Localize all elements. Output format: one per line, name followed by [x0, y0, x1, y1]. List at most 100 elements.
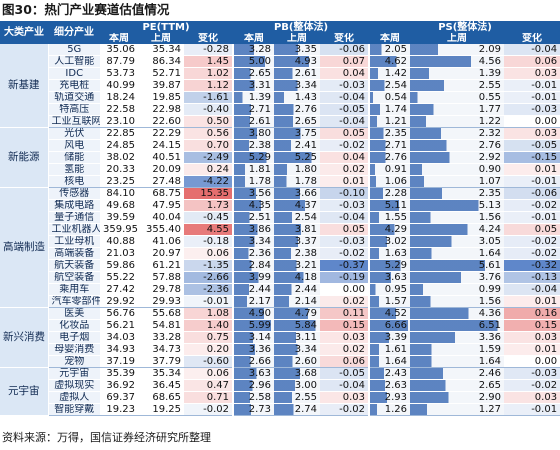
table-row: 虚拟现实 36.92 36.45 0.47 2.96 3.00 -0.04 2.63 2.65-… — [0, 379, 560, 392]
figure-title: 图30：热门产业赛道估值情况 — [2, 2, 170, 17]
ps-last-week-cell: 6.51 — [410, 319, 505, 332]
ps-change-cell: 0.15 — [504, 319, 560, 332]
table-row: 航天装备 59.86 61.21 -1.35 2.84 3.21 -0.37 5.29 5.61… — [0, 259, 560, 272]
ps-change-cell: -0.03 — [504, 103, 560, 116]
pe-this-week-cell: 40.99 — [100, 79, 138, 92]
pb-this-week-cell: 2.61 — [234, 115, 275, 128]
ps-change-cell: -0.01 — [504, 175, 560, 188]
table-row: 轨道交通 18.24 19.85 -1.61 1.39 1.43 -0.04 0.54 0.55… — [0, 91, 560, 104]
pe-this-week-cell: 18.24 — [100, 91, 138, 104]
pb-last-week-cell: 2.41 — [274, 139, 321, 152]
pb-this-week-cell: 4.90 — [234, 307, 275, 320]
column-gap — [232, 139, 235, 152]
ps-last-week-cell: 1.64 — [410, 247, 505, 260]
pb-this-week-cell: 2.38 — [234, 139, 275, 152]
pb-last-week-cell: 5.25 — [274, 151, 321, 164]
pe-this-week-cell: 56.76 — [100, 307, 138, 320]
ps-change-cell: 0.05 — [504, 223, 560, 236]
ps-change-cell: -0.15 — [504, 151, 560, 164]
column-gap — [368, 139, 371, 152]
pe-change-cell: 0.50 — [184, 115, 233, 128]
pe-change-cell: 0.70 — [184, 139, 233, 152]
ps-change-cell: -0.06 — [504, 187, 560, 200]
pe-last-week-cell: 34.73 — [138, 343, 184, 356]
pe-change-cell: 4.55 — [184, 223, 233, 236]
pe-last-week-cell: 29.93 — [138, 295, 184, 308]
pe-change-cell: 0.24 — [184, 163, 233, 176]
ps-this-week-cell: 1.63 — [370, 247, 411, 260]
column-gap — [368, 319, 371, 332]
pe-change-cell: 0.06 — [184, 247, 233, 260]
column-gap — [368, 367, 371, 380]
pb-last-week-cell: 3.68 — [274, 367, 321, 380]
pe-last-week-cell: 29.78 — [138, 283, 184, 296]
category-cell: 新兴消费 — [0, 307, 49, 368]
ps-last-week-cell: 4.24 — [410, 223, 505, 236]
ps-change-cell: 0.03 — [504, 391, 560, 404]
ps-this-week-cell: 2.93 — [370, 391, 411, 404]
column-gap — [368, 259, 371, 272]
column-gap — [232, 379, 235, 392]
pe-last-week-cell: 39.87 — [138, 79, 184, 92]
column-gap — [232, 103, 235, 116]
pe-change-cell: 0.47 — [184, 379, 233, 392]
pe-last-week-cell: 20.09 — [138, 163, 184, 176]
ps-this-week-cell: 4.62 — [370, 55, 411, 68]
pb-change-cell: -0.19 — [320, 271, 369, 284]
pe-last-week-cell: 36.45 — [138, 379, 184, 392]
column-gap — [232, 403, 235, 416]
subcategory-cell: 工业母机 — [48, 235, 100, 248]
column-gap — [232, 175, 235, 188]
ps-this-week-cell: 1.55 — [370, 211, 411, 224]
pe-last-week-cell: 19.85 — [138, 91, 184, 104]
ps-change-cell: -0.02 — [504, 199, 560, 212]
ps-this-week-cell: 0.91 — [370, 163, 411, 176]
pe-this-week-cell: 29.92 — [100, 295, 138, 308]
ps-last-week-cell: 1.27 — [410, 403, 505, 416]
header-pb-change: 变化 — [320, 33, 369, 44]
pb-this-week-cell: 2.73 — [234, 403, 275, 416]
header-gap — [368, 33, 371, 44]
column-gap — [368, 187, 371, 200]
pe-this-week-cell: 36.92 — [100, 379, 138, 392]
table-row: 高端制造 传感器 84.10 68.75 15.35 3.56 3.66 -0.10 2.28 2… — [0, 187, 560, 308]
column-gap — [232, 295, 235, 308]
ps-last-week-cell: 1.07 — [410, 175, 505, 188]
ps-this-week-cell: 1.21 — [370, 115, 411, 128]
table-row: IDC 53.73 52.71 1.02 2.65 2.61 0.04 1.42 1.39 0.0… — [0, 67, 560, 80]
pb-this-week-cell: 1.39 — [234, 91, 275, 104]
pb-this-week-cell: 2.84 — [234, 259, 275, 272]
pb-last-week-cell: 2.61 — [274, 67, 321, 80]
pb-last-week-cell: 3.37 — [274, 235, 321, 248]
pb-last-week-cell: 3.11 — [274, 331, 321, 344]
subcategory-cell: 航空装备 — [48, 271, 100, 284]
ps-this-week-cell: 2.63 — [370, 379, 411, 392]
pe-this-week-cell: 24.85 — [100, 139, 138, 152]
ps-change-cell: 0.03 — [504, 67, 560, 80]
category-cell: 新基建 — [0, 44, 49, 128]
column-gap — [232, 307, 235, 320]
pb-this-week-cell: 3.63 — [234, 367, 275, 380]
pe-last-week-cell: 35.34 — [138, 44, 184, 56]
header-pb-this-week: 本周 — [234, 33, 275, 44]
pb-this-week-cell: 2.44 — [234, 283, 275, 296]
subcategory-cell: 工业互联网 — [48, 115, 100, 128]
subcategory-cell: 汽车零部件 — [48, 295, 100, 308]
pe-last-week-cell: 22.29 — [138, 127, 184, 140]
table-row: 电子烟 34.03 33.28 0.75 3.14 3.11 0.03 3.39 3.36 0.0… — [0, 331, 560, 344]
pb-change-cell: -0.02 — [320, 247, 369, 260]
column-gap — [368, 235, 371, 248]
column-gap — [232, 199, 235, 212]
pb-this-week-cell: 3.28 — [234, 44, 275, 56]
pe-this-week-cell: 39.59 — [100, 211, 138, 224]
pb-change-cell: 0.01 — [320, 175, 369, 188]
subcategory-cell: 集成电路 — [48, 199, 100, 212]
pb-change-cell: -0.05 — [320, 367, 369, 380]
pb-this-week-cell: 2.66 — [234, 355, 275, 368]
pe-last-week-cell: 68.65 — [138, 391, 184, 404]
column-gap — [232, 127, 235, 140]
header-pe-last-week: 上周 — [138, 33, 184, 44]
column-gap — [368, 307, 371, 320]
pb-change-cell: 0.00 — [320, 283, 369, 296]
header-pb-last-week: 上周 — [274, 33, 321, 44]
